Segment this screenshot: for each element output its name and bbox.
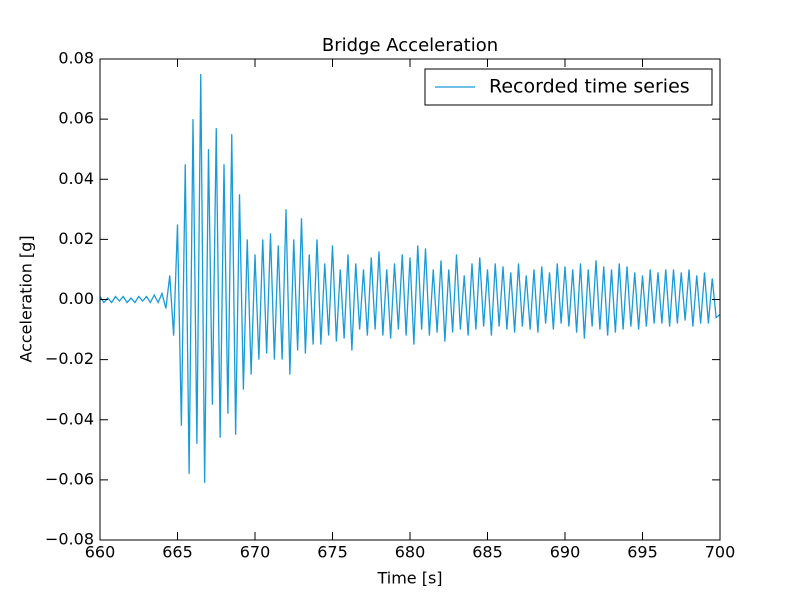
x-tick-label: 685: [472, 543, 503, 562]
chart-title: Bridge Acceleration: [322, 35, 498, 56]
legend-label: Recorded time series: [489, 76, 690, 98]
x-tick-label: 690: [550, 543, 581, 562]
x-tick-label: 675: [317, 543, 348, 562]
y-axis-label: Acceleration [g]: [17, 235, 36, 362]
y-tick-label: −0.06: [45, 469, 94, 488]
y-tick-label: 0.06: [58, 109, 94, 128]
x-axis-label: Time [s]: [376, 569, 442, 588]
data-line: [99, 74, 721, 483]
x-tick-label: 680: [395, 543, 426, 562]
y-tick-label: −0.04: [45, 409, 94, 428]
x-tick-label: 670: [240, 543, 271, 562]
y-tick-label: 0.00: [58, 289, 94, 308]
y-tick-label: −0.02: [45, 349, 94, 368]
x-tick-label: 660: [85, 543, 116, 562]
y-tick-label: 0.02: [58, 229, 94, 248]
x-tick-label: 665: [162, 543, 193, 562]
y-tick-label: 0.04: [58, 169, 94, 188]
x-tick-label: 700: [705, 543, 736, 562]
y-tick-label: −0.08: [45, 530, 94, 549]
y-tick-label: 0.08: [58, 49, 94, 68]
x-tick-label: 695: [627, 543, 658, 562]
